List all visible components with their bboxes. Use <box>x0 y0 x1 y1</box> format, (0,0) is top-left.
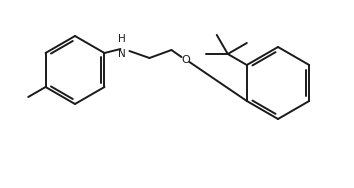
Text: N: N <box>118 49 125 59</box>
Text: O: O <box>181 55 190 65</box>
Text: H: H <box>118 34 125 44</box>
